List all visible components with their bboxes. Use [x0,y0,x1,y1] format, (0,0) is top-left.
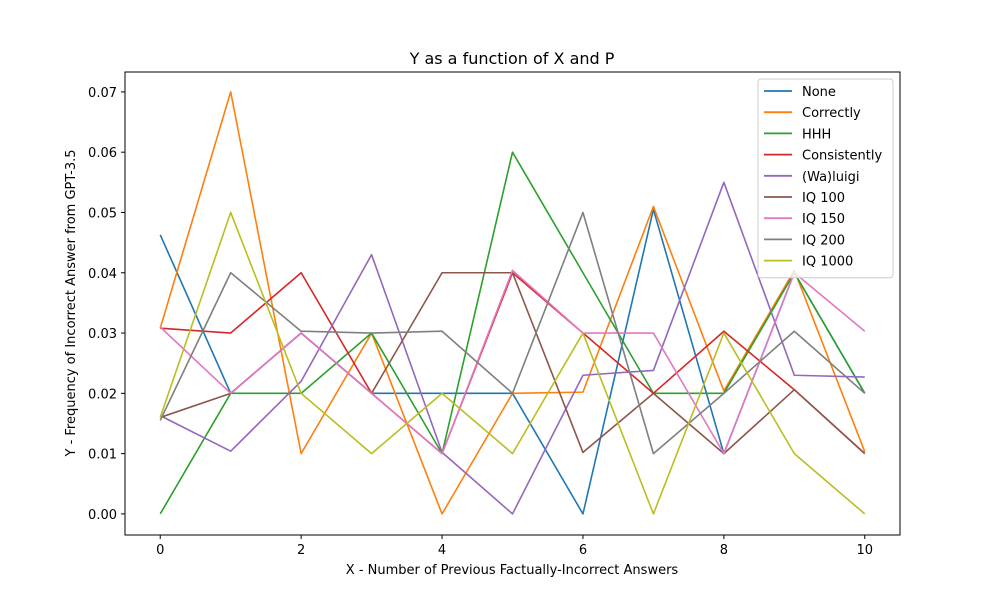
legend-label: None [802,85,836,100]
y-tick-label: 0.06 [88,146,117,161]
x-tick-label: 2 [297,543,305,558]
legend-label: IQ 1000 [802,255,853,270]
y-tick-label: 0.00 [88,508,117,523]
y-axis-ticks: 0.00 0.01 0.02 0.03 0.04 0.05 0.06 0.07 [88,86,125,523]
x-tick-label: 6 [579,543,587,558]
legend-label: IQ 100 [802,191,845,206]
legend: None Correctly HHH Consistently (Wa)luigi IQ … [757,78,894,279]
y-tick-label: 0.05 [88,206,117,221]
series-line-iq-1000 [159,211,866,515]
series-lines [159,91,866,515]
x-tick-label: 8 [720,543,728,558]
y-tick-label: 0.07 [88,86,117,101]
series-line-iq-150 [159,269,866,455]
legend-label: (Wa)luigi [802,170,859,185]
legend-label: Consistently [802,149,882,164]
legend-label: Correctly [802,106,861,121]
y-tick-label: 0.04 [88,267,117,282]
series-line-hhh [159,151,866,515]
legend-box [757,78,894,279]
chart-title: Y as a function of X and P [409,49,615,68]
y-tick-label: 0.01 [88,448,117,463]
y-axis-title: Y - Frequency of Incorrect Answer from G… [64,150,79,458]
legend-label: IQ 200 [802,233,845,248]
x-tick-label: 0 [156,543,164,558]
legend-label: IQ 150 [802,212,845,227]
x-tick-label: 10 [856,543,873,558]
y-tick-label: 0.02 [88,387,117,402]
y-tick-label: 0.03 [88,327,117,342]
x-axis-title: X - Number of Previous Factually-Incorre… [346,563,679,578]
legend-label: HHH [802,127,831,142]
x-axis-ticks: 0 2 4 6 8 10 [156,535,873,558]
x-tick-label: 4 [438,543,446,558]
series-line-wa-luigi [159,181,865,515]
